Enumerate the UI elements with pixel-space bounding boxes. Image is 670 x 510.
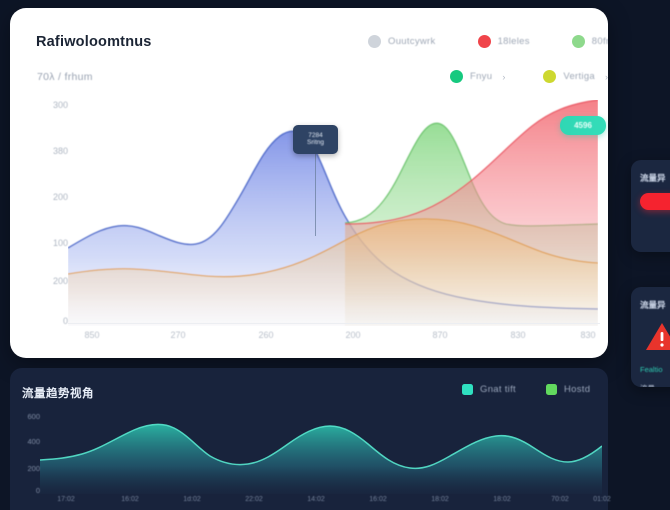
alert-note: Fealtio [640, 365, 663, 374]
alert-status-bar [640, 193, 670, 210]
series-area-gnat-tift [40, 424, 602, 494]
alert-card-title: 流量异 [640, 173, 666, 183]
legend-color-dot [477, 35, 491, 48]
tooltip-line-2: Sritng [307, 139, 324, 146]
y-tick: 200 [52, 276, 68, 286]
y-tick: 600 [27, 412, 40, 421]
tooltip-stem [315, 154, 317, 236]
legend-color-swatch [545, 384, 557, 395]
status-badge-label: 4596 [574, 121, 592, 130]
alert-card-title: 流量异 [640, 300, 666, 310]
chart-baseline [68, 323, 600, 324]
legend-label: Gnat tift [480, 384, 516, 395]
chart-svg [68, 100, 598, 326]
traffic-y-axis-labels: 600 400 200 0 [14, 412, 40, 495]
legend-item-vertiga[interactable]: Vertiga › [543, 70, 608, 83]
series-line-gnat-tift [39, 423, 603, 470]
legend-label: Hostd [563, 384, 591, 395]
y-axis-labels: 300 380 200 100 200 0 [36, 100, 68, 326]
y-tick: 100 [52, 238, 68, 248]
legend-color-dot [368, 35, 381, 48]
x-tick: 16:02 [369, 496, 387, 503]
y-tick: 0 [35, 486, 40, 495]
chart-subtitle: 70λ / frhum [37, 71, 93, 83]
x-tick: 870 [432, 330, 448, 340]
x-tick: 22:02 [245, 496, 263, 503]
x-tick: 1d:02 [183, 496, 201, 503]
x-tick: 270 [170, 330, 186, 340]
x-tick: 18:02 [431, 496, 449, 503]
multi-series-area-chart[interactable] [68, 100, 598, 326]
legend-item-80fnm[interactable]: 80fnm [571, 35, 608, 48]
legend-color-dot [450, 70, 463, 83]
alert-note-secondary: 流量 [640, 383, 655, 387]
chart-legend-secondary: Fnyu › Vertiga › [450, 70, 608, 83]
traffic-x-axis-labels: 17:02 16:02 1d:02 22:02 14:02 16:02 18:0… [40, 496, 611, 508]
status-badge[interactable]: 4596 [560, 116, 606, 135]
legend-label: Vertiga [563, 71, 596, 82]
series-area-vertiga [68, 218, 598, 326]
legend-item-ouutcywrk[interactable]: Ouutcywrk [368, 35, 436, 48]
legend-color-dot [571, 35, 585, 48]
chart-tooltip: 7284 Sritng [293, 125, 338, 154]
x-tick: 830 [580, 330, 596, 340]
y-tick: 200 [52, 192, 68, 202]
alert-card-traffic[interactable]: 流量异 [631, 160, 670, 252]
x-tick: 01:02 [593, 496, 611, 503]
warning-triangle-icon [646, 323, 670, 350]
x-tick: 200 [345, 330, 361, 340]
main-chart-card: Rafiwoloomtnus 70λ / frhum Ouutcywrk 18l… [10, 8, 608, 358]
legend-item-gnat-tift[interactable]: Gnat tift [462, 384, 516, 395]
x-tick: 14:02 [307, 496, 325, 503]
chevron-right-icon[interactable]: › [605, 71, 608, 82]
y-tick: 300 [52, 100, 68, 110]
legend-color-dot [543, 70, 557, 83]
x-tick: 16:02 [121, 496, 139, 503]
legend-item-18leles[interactable]: 18leles [477, 35, 530, 48]
alert-card-warning[interactable]: 流量异 Fealtio 流量 [631, 287, 670, 387]
y-tick: 0 [62, 316, 68, 326]
chart-legend-primary: Ouutcywrk 18leles 80fnm [368, 35, 608, 48]
x-tick: 850 [84, 330, 100, 340]
page-title: Rafiwoloomtnus [36, 34, 152, 50]
y-tick: 380 [52, 146, 68, 156]
chevron-right-icon[interactable]: › [502, 71, 506, 82]
legend-label: 80fnm [591, 36, 608, 47]
legend-item-hostd[interactable]: Hostd [545, 384, 591, 395]
x-tick: 18:02 [493, 496, 511, 503]
traffic-trend-legend: Gnat tift Hostd [462, 384, 590, 395]
tooltip-line-1: 7284 [308, 131, 323, 139]
legend-label: Fnyu [470, 71, 493, 82]
traffic-chart-svg [39, 423, 603, 494]
x-tick: 260 [258, 330, 274, 340]
y-tick: 400 [27, 437, 40, 446]
y-tick: 200 [27, 464, 40, 473]
legend-label: Ouutcywrk [388, 36, 436, 47]
legend-label: 18leles [497, 36, 530, 47]
traffic-trend-title: 流量趋势视角 [22, 388, 94, 400]
legend-item-fnyu[interactable]: Fnyu › [450, 70, 505, 83]
traffic-area-chart[interactable] [39, 412, 603, 494]
x-tick: 70:02 [551, 496, 569, 503]
x-axis-labels: 850 270 260 200 870 830 830 [68, 330, 598, 344]
series-line-18leles [344, 100, 598, 225]
x-tick: 17:02 [57, 496, 75, 503]
series-line-vertiga [68, 218, 598, 278]
legend-color-swatch [462, 384, 473, 395]
x-tick: 830 [510, 330, 526, 340]
